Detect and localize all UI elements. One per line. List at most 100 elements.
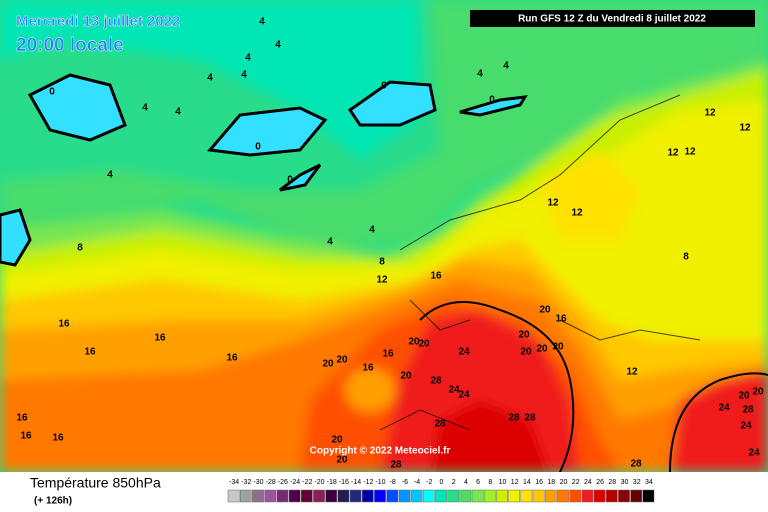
scale-swatch: [264, 489, 277, 503]
contour-label: 16: [226, 353, 238, 364]
contour-label: 28: [434, 419, 446, 430]
scale-label: 4: [464, 479, 468, 486]
scale-swatch: [422, 489, 435, 503]
scale-label: -20: [314, 479, 324, 486]
scale-swatch: [642, 489, 655, 503]
contour-label: 20: [418, 339, 430, 350]
contour-label: 20: [520, 347, 532, 358]
scale-label: -22: [302, 479, 312, 486]
contour-label: 0: [49, 87, 55, 98]
contour-label: 28: [508, 413, 520, 424]
map-background: [0, 0, 768, 473]
contour-label: 4: [503, 61, 509, 72]
scale-label: 24: [584, 479, 592, 486]
scale-swatch: [398, 489, 411, 503]
contour-label: 20: [322, 359, 334, 370]
contour-label: 0: [381, 81, 387, 92]
scale-label: 26: [596, 479, 604, 486]
contour-label: 28: [742, 405, 754, 416]
contour-label: 4: [207, 73, 213, 84]
run-banner: [470, 10, 755, 27]
scale-swatch: [361, 489, 374, 503]
scale-label: 32: [633, 479, 641, 486]
scale-label: 12: [511, 479, 519, 486]
contour-label: 16: [430, 271, 442, 282]
forecast-time: 20:00 locale: [16, 35, 124, 56]
contour-label: 12: [571, 208, 583, 219]
contour-label: 4: [327, 237, 333, 248]
scale-label: -18: [327, 479, 337, 486]
contour-label: 4: [259, 17, 265, 28]
contour-label: 0: [255, 142, 261, 153]
scale-swatch: [252, 489, 264, 503]
contour-label: 16: [154, 333, 166, 344]
scale-swatch: [618, 489, 630, 503]
contour-label: 4: [107, 170, 113, 181]
contour-label: 20: [738, 391, 750, 402]
scale-swatch: [276, 489, 289, 503]
scale-swatch: [227, 489, 240, 503]
scale-swatch: [630, 489, 643, 503]
contour-label: 20: [552, 342, 564, 353]
scale-label: -28: [266, 479, 276, 486]
contour-label: 16: [16, 413, 28, 424]
contour-label: 20: [752, 387, 764, 398]
scale-label: -2: [426, 479, 432, 486]
scale-swatch: [337, 489, 350, 503]
contour-label: 16: [52, 433, 64, 444]
contour-label: 20: [336, 455, 348, 466]
scale-swatch: [593, 489, 606, 503]
scale-swatch: [605, 489, 618, 503]
contour-label: 28: [524, 413, 536, 424]
scale-swatch: [386, 489, 399, 503]
contour-label: 4: [175, 107, 181, 118]
contour-label: 8: [683, 252, 689, 263]
contour-label: 28: [390, 460, 402, 471]
scale-swatch: [435, 489, 447, 503]
scale-label: -24: [290, 479, 300, 486]
contour-label: 20: [518, 330, 530, 341]
scale-swatch: [496, 489, 508, 503]
scale-label: -30: [253, 479, 263, 486]
contour-label: 12: [667, 148, 679, 159]
scale-label: -14: [351, 479, 361, 486]
contour-label: 24: [458, 347, 470, 358]
contour-label: 0: [287, 175, 293, 186]
contour-label: 20: [331, 435, 343, 446]
scale-label: 6: [476, 479, 480, 486]
scale-swatch: [569, 489, 582, 503]
scale-label: -26: [278, 479, 288, 486]
scale-swatch: [313, 489, 325, 503]
contour-label: 20: [408, 337, 420, 348]
scale-label: -32: [241, 479, 251, 486]
scale-label: -16: [339, 479, 349, 486]
scale-label: 16: [535, 479, 543, 486]
scale-label: 30: [621, 479, 629, 486]
scale-label: 14: [523, 479, 531, 486]
contour-label: 16: [362, 363, 374, 374]
contour-label: 12: [704, 108, 716, 119]
scale-label: 10: [499, 479, 507, 486]
scale-label: 22: [572, 479, 580, 486]
scale-swatch: [325, 489, 338, 503]
contour-label: 12: [626, 367, 638, 378]
contour-label: 16: [382, 349, 394, 360]
scale-swatch: [520, 489, 533, 503]
scale-swatch: [532, 489, 545, 503]
contour-label: 4: [369, 225, 375, 236]
scale-swatch: [557, 489, 569, 503]
scale-swatch: [300, 489, 313, 503]
contour-label: 4: [245, 53, 251, 64]
scale-swatch: [508, 489, 521, 503]
forecast-lead: (+ 126h): [34, 496, 72, 507]
scale-swatch: [374, 489, 386, 503]
scale-label: 2: [452, 479, 456, 486]
contour-label: 16: [84, 347, 96, 358]
scale-swatch: [483, 489, 496, 503]
scale-swatch: [471, 489, 484, 503]
contour-label: 0: [489, 95, 495, 106]
contour-label: 24: [448, 385, 460, 396]
contour-label: 24: [740, 421, 752, 432]
contour-label: 20: [539, 305, 551, 316]
